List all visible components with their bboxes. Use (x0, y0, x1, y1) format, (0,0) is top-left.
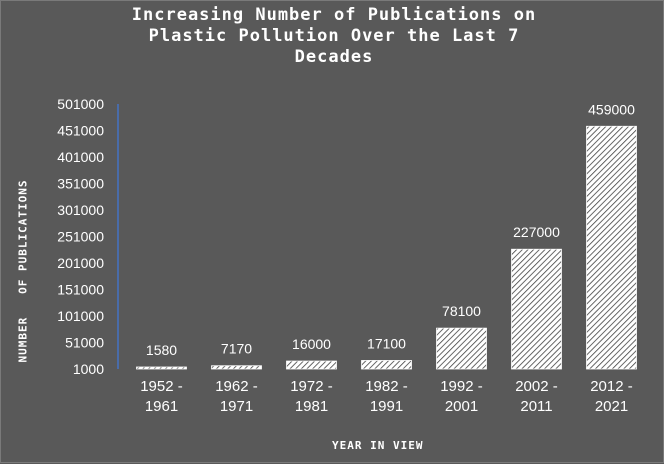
x-tick-label: 1952 - (140, 378, 183, 395)
y-tick-label: 301000 (57, 202, 104, 218)
x-tick-label: 1962 - (215, 378, 258, 395)
x-tick-label: 2002 - (515, 378, 558, 395)
y-tick-label: 51000 (65, 335, 104, 351)
chart-title: Increasing Number of Publications on Pla… (41, 5, 627, 68)
data-label: 78100 (442, 303, 481, 319)
x-tick-label: 1992 - (440, 378, 483, 395)
bar (361, 360, 412, 370)
bar (136, 366, 187, 370)
data-label: 17100 (367, 335, 406, 351)
y-axis-title: NUMBER OF PUBLICATIONS (16, 179, 30, 363)
y-tick-label: 251000 (57, 229, 104, 245)
data-label: 459000 (588, 101, 635, 117)
y-tick-label: 101000 (57, 308, 104, 324)
x-tick-label: 2001 (445, 398, 478, 415)
data-label: 7170 (221, 341, 252, 357)
x-tick-label: 1961 (145, 398, 178, 415)
data-labels: 1580 7170 16000 17100 78100 227000 459000 (146, 101, 635, 358)
chart-title-line: Plastic Pollution Over the Last 7 (148, 26, 520, 46)
x-tick-label: 1982 - (365, 378, 408, 395)
y-tick-label: 151000 (57, 282, 104, 298)
y-tick-label: 1000 (73, 361, 104, 377)
bars (136, 125, 637, 370)
bar (586, 125, 637, 370)
x-tick-label: 1981 (295, 398, 328, 415)
y-tick-label: 451000 (57, 123, 104, 139)
chart-title-line: Increasing Number of Publications on (131, 5, 537, 25)
x-axis-ticks: 1952 - 1961 1962 - 1971 1972 - 1981 1982 - 1991… (140, 378, 633, 415)
bar (511, 248, 562, 370)
x-axis-title: YEAR IN VIEW (332, 439, 424, 452)
data-label: 16000 (292, 336, 331, 352)
bar (286, 360, 337, 370)
x-tick-label: 2021 (595, 398, 628, 415)
bar (436, 327, 487, 370)
bar (211, 365, 262, 370)
y-tick-label: 351000 (57, 176, 104, 192)
x-tick-label: 2012 - (590, 378, 633, 395)
data-label: 1580 (146, 342, 177, 358)
data-label: 227000 (513, 224, 560, 240)
y-tick-label: 501000 (57, 96, 104, 112)
x-tick-label: 2011 (520, 398, 552, 415)
y-tick-label: 201000 (57, 255, 104, 271)
x-tick-label: 1972 - (290, 378, 333, 395)
x-tick-label: 1971 (220, 398, 253, 415)
x-tick-label: 1991 (370, 398, 403, 415)
y-tick-label: 401000 (57, 149, 104, 165)
chart-title-line: Decades (294, 47, 374, 67)
y-axis-ticks: 1000 51000 101000 151000 201000 251000 301000 3… (57, 96, 104, 377)
